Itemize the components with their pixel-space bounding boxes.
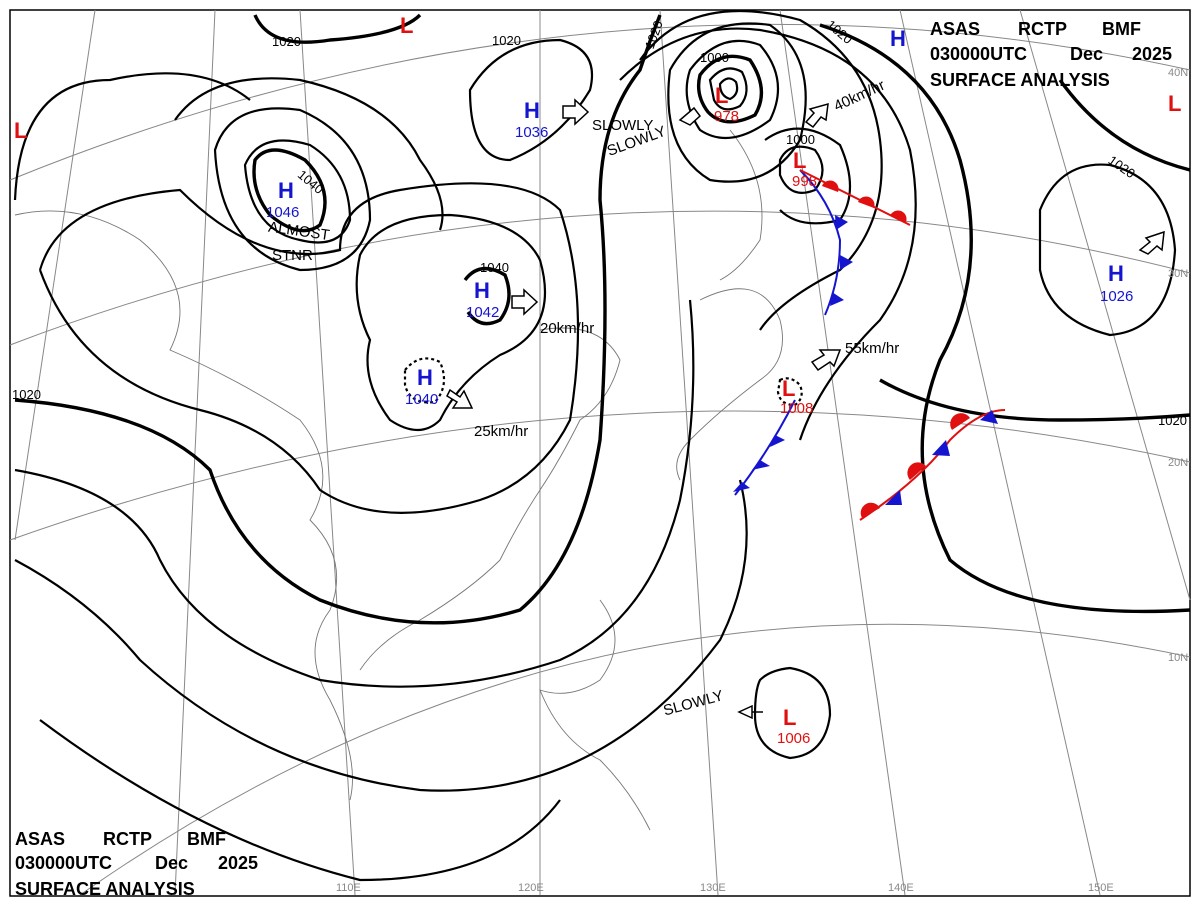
center-pressure: 998 (792, 173, 817, 190)
stationary-label: STNR (272, 247, 313, 264)
latitude-label: 30N (1168, 268, 1188, 280)
high-center: H (278, 178, 294, 203)
low-center: L (793, 148, 806, 173)
longitude-label: 150E (1088, 882, 1114, 894)
high-center: H (890, 26, 906, 51)
low-center: L (1168, 91, 1181, 116)
header-text: SURFACE ANALYSIS (15, 879, 195, 899)
header-text: BMF (1102, 19, 1141, 39)
isobar-label: 1040 (480, 260, 509, 275)
isobars (13, 9, 1191, 882)
center-pressure: 1026 (1100, 288, 1133, 305)
isobar-label: 1020 (272, 34, 301, 49)
longitude-label: 130E (700, 882, 726, 894)
header-text: 2025 (218, 853, 258, 873)
latitude-label: 40N (1168, 67, 1188, 79)
center-pressure: 1040 (405, 391, 438, 408)
latitude-label: 20N (1168, 457, 1188, 469)
motion-label: 25km/hr (474, 423, 528, 440)
header-text: 2025 (1132, 44, 1172, 64)
header-text: RCTP (1018, 19, 1067, 39)
latitude-label: 10N (1168, 652, 1188, 664)
low-center: L (14, 118, 27, 143)
isobar-label: 1000 (786, 132, 815, 147)
isobar-label: 1020 (1158, 413, 1187, 428)
high-center: H (474, 278, 490, 303)
header-text: Dec (155, 853, 188, 873)
low-center: L (400, 13, 413, 38)
header-text: BMF (187, 829, 226, 849)
header-text: ASAS (15, 829, 65, 849)
coastlines (14, 129, 783, 831)
high-center: H (1108, 261, 1124, 286)
center-pressure: 1008 (780, 400, 813, 417)
longitude-label: 140E (888, 882, 914, 894)
isobar-label: 1020 (492, 33, 521, 48)
graticule (9, 9, 1191, 896)
header-text: ASAS (930, 19, 980, 39)
longitude-label: 120E (518, 882, 544, 894)
low-center: L (783, 705, 796, 730)
motion-label: 55km/hr (845, 340, 899, 357)
header-text: RCTP (103, 829, 152, 849)
center-pressure: 1006 (777, 730, 810, 747)
center-pressure: 1046 (266, 204, 299, 221)
isobar-label: 1000 (700, 50, 729, 65)
isobar-label: 1020 (12, 387, 41, 402)
header-text: Dec (1070, 44, 1103, 64)
low-center: L (715, 83, 728, 108)
center-pressure: 978 (714, 108, 739, 125)
center-pressure: 1036 (515, 124, 548, 141)
motion-label: 20km/hr (540, 320, 594, 337)
motion-label: SLOWLY (592, 117, 653, 134)
fronts (733, 169, 1006, 521)
header-text: 030000UTC (930, 44, 1027, 64)
motion-arrows (446, 98, 1165, 720)
longitude-label: 110E (336, 882, 361, 894)
header-text: SURFACE ANALYSIS (930, 70, 1110, 90)
high-center: H (524, 98, 540, 123)
low-center: L (782, 376, 795, 401)
map-frame (9, 9, 1191, 897)
header-text: 030000UTC (15, 853, 112, 873)
center-pressure: 1042 (466, 304, 499, 321)
high-center: H (417, 365, 433, 390)
